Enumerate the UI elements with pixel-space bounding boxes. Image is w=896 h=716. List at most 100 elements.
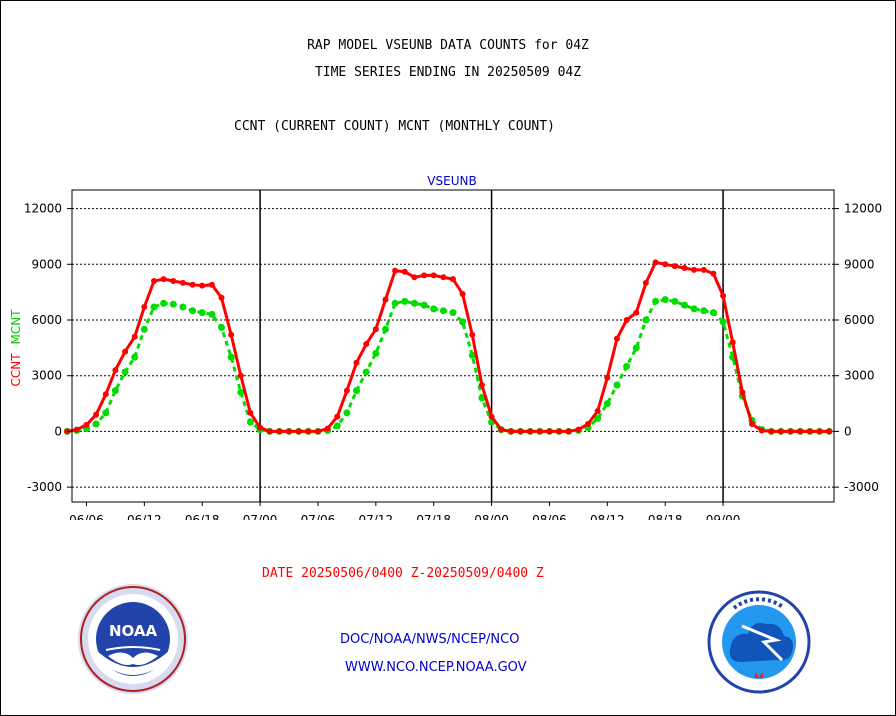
mcnt-data-point — [121, 368, 129, 376]
ccnt-data-point — [729, 339, 736, 346]
mcnt-data-point — [642, 316, 650, 324]
ccnt-data-point — [768, 428, 775, 435]
ccnt-data-point — [642, 279, 649, 286]
x-tick-label: 09/00 — [706, 513, 741, 520]
y-tick-label: 3000 — [31, 369, 62, 383]
x-tick-label: 07/00 — [243, 513, 278, 520]
mcnt-data-point — [198, 309, 206, 317]
y-tick-label-right: 12000 — [844, 202, 882, 216]
mcnt-data-point — [681, 301, 688, 309]
y-tick-label: 6000 — [31, 313, 62, 327]
ccnt-data-point — [353, 359, 360, 366]
mcnt-data-point — [623, 362, 631, 370]
mcnt-data-point — [189, 307, 197, 315]
ccnt-data-point — [257, 424, 264, 431]
ccnt-data-point — [315, 428, 321, 435]
ccnt-data-point — [478, 382, 485, 388]
mcnt-data-point — [478, 394, 486, 402]
ccnt-data-point — [295, 428, 302, 435]
ccnt-data-point — [700, 266, 707, 273]
date-range: DATE 20250506/0400 Z-20250509/0400 Z — [262, 566, 544, 581]
ccnt-data-point — [498, 426, 505, 433]
mcnt-data-point — [719, 318, 727, 326]
x-tick-label: 08/00 — [474, 513, 509, 520]
ccnt-data-point — [614, 335, 620, 342]
ccnt-data-point — [450, 276, 456, 283]
axis-layer: -3000 -3000 0 0 3000 3000 6000 6000 9000 9000 1200… — [24, 189, 882, 520]
mcnt-data-point — [468, 351, 476, 359]
mcnt-data-point — [246, 418, 254, 426]
ccnt-data-point — [681, 265, 688, 271]
y-axis-label: CCNT MCNT — [9, 309, 23, 387]
ccnt-data-point — [179, 279, 186, 286]
mcnt-data-point — [131, 353, 139, 361]
mcnt-data-point — [709, 309, 717, 317]
mcnt-data-point — [690, 305, 698, 313]
mcnt-data-point — [391, 299, 399, 307]
mcnt-data-point — [671, 297, 679, 305]
ccnt-data-point — [305, 428, 312, 435]
ccnt-data-point — [604, 374, 611, 381]
mcnt-data-point — [140, 325, 148, 333]
svg-text:NOAA: NOAA — [109, 622, 158, 640]
ccnt-data-point — [527, 428, 534, 435]
ccnt-data-point — [488, 413, 495, 420]
credit-line-2: WWW.NCO.NCEP.NOAA.GOV — [345, 660, 527, 675]
ccnt-data-point — [556, 428, 563, 435]
ccnt-data-point — [266, 428, 273, 435]
mcnt-data-point — [401, 297, 409, 305]
ccnt-data-point — [469, 331, 476, 338]
ccnt-data-point — [372, 326, 379, 333]
y-tick-label: -3000 — [27, 480, 62, 494]
y-tick-label: 12000 — [24, 202, 62, 216]
ccnt-data-point — [382, 296, 389, 303]
ccnt-data-point — [411, 274, 418, 281]
mcnt-data-point — [237, 388, 245, 396]
ccnt-data-point — [652, 259, 659, 266]
mcnt-data-point — [439, 307, 447, 315]
mcnt-data-point — [227, 353, 235, 361]
y-tick-label-right: -3000 — [844, 480, 879, 494]
ccnt-data-point — [218, 294, 225, 301]
ccnt-data-point — [93, 411, 100, 418]
mcnt-data-point — [449, 309, 457, 317]
ccnt-data-point — [141, 304, 148, 310]
ccnt-data-point — [739, 389, 746, 396]
ccnt-data-point — [286, 428, 292, 435]
ccnt-data-point — [421, 272, 428, 279]
ccnt-data-point — [334, 413, 341, 420]
ccnt-data-point — [276, 428, 283, 435]
station-label: VSEUNB — [427, 174, 476, 188]
x-tick-label: 07/18 — [416, 513, 451, 520]
ccnt-data-point — [585, 421, 591, 427]
mcnt-data-point — [111, 387, 119, 395]
ccnt-data-point — [536, 428, 543, 435]
mcnt-data-point — [652, 297, 660, 305]
ccnt-data-point — [401, 268, 408, 275]
ccnt-data-point — [826, 428, 833, 435]
mcnt-data-point — [169, 300, 177, 308]
mcnt-data-point — [594, 414, 602, 422]
ccnt-data-point — [73, 426, 80, 433]
ccnt-data-point — [594, 408, 601, 414]
noaa-logo: NOAA — [78, 584, 188, 694]
chart-subtitle: CCNT (CURRENT COUNT) MCNT (MONTHLY COUNT… — [234, 119, 555, 134]
x-tick-label: 07/12 — [359, 513, 394, 520]
national-weather-service-logo — [707, 590, 811, 694]
ccnt-data-point — [507, 428, 514, 435]
ccnt-data-point — [343, 387, 350, 394]
ccnt-data-point — [122, 348, 129, 355]
mcnt-data-point — [102, 409, 110, 417]
mcnt-data-point — [632, 344, 640, 352]
x-tick-label: 08/18 — [648, 513, 683, 520]
ccnt-data-point — [720, 292, 727, 299]
ccnt-data-point — [816, 428, 823, 435]
ccnt-data-point — [671, 263, 678, 270]
mcnt-data-point — [150, 303, 158, 311]
series-layer — [63, 259, 833, 435]
ccnt-data-point — [440, 274, 447, 281]
ccnt-data-point — [691, 266, 698, 273]
x-tick-label: 07/06 — [301, 513, 336, 520]
ccnt-data-point — [151, 278, 157, 284]
ccnt-data-point — [758, 427, 765, 434]
